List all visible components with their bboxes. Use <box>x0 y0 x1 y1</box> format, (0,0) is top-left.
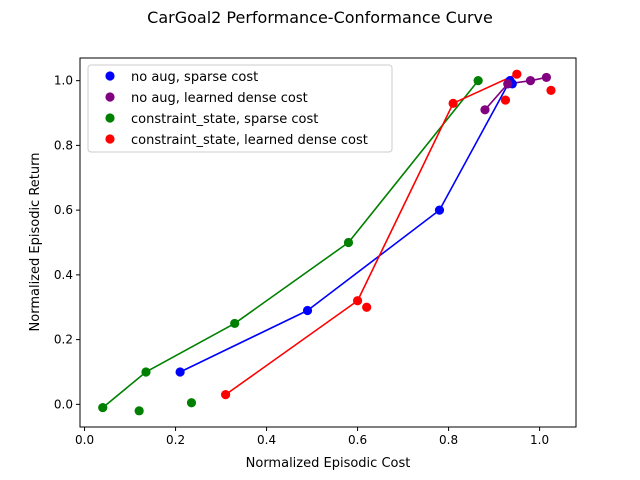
plot-frame <box>79 57 577 428</box>
y-tick-label: 0.4 <box>54 268 73 282</box>
data-point-series-2 <box>134 406 144 416</box>
legend-marker-1 <box>105 92 115 102</box>
x-tick-label: 0.4 <box>257 433 276 447</box>
data-point-series-2 <box>230 318 240 329</box>
data-point-series-3 <box>362 302 372 312</box>
data-point-series-3 <box>512 69 522 79</box>
legend-box <box>87 64 393 153</box>
data-point-series-1 <box>480 105 490 115</box>
legend-marker-3 <box>105 134 115 144</box>
data-point-series-0 <box>175 367 185 377</box>
y-tick-label: 0.0 <box>54 397 73 411</box>
data-point-series-3 <box>448 98 458 108</box>
x-axis: 0.0 0.2 0.4 0.6 0.8 1.0 <box>75 427 549 447</box>
data-point-series-1 <box>503 79 513 89</box>
series-line-1 <box>484 76 547 111</box>
legend-label-2: constraint_state, sparse cost <box>131 112 318 127</box>
data-point-series-0 <box>302 305 313 316</box>
y-tick-label: 0.6 <box>54 203 73 217</box>
data-point-series-2 <box>186 398 197 408</box>
data-point-series-2 <box>343 237 354 248</box>
legend: no aug, sparse cost no aug, learned dense… <box>87 64 393 153</box>
y-tick-label: 0.2 <box>54 333 73 347</box>
data-point-series-3 <box>546 85 556 95</box>
x-tick-label: 0.0 <box>75 433 94 447</box>
data-point-series-2 <box>141 367 151 377</box>
y-tick-label: 1.0 <box>54 74 73 88</box>
data-point-series-3 <box>352 296 363 306</box>
data-point-series-3 <box>221 390 231 400</box>
x-tick-label: 1.0 <box>530 433 549 447</box>
data-point-series-2 <box>473 76 483 86</box>
y-tick-label: 0.8 <box>54 138 73 152</box>
x-tick-label: 0.8 <box>439 433 458 447</box>
data-point-series-2 <box>98 402 108 413</box>
y-axis: 0.0 0.2 0.4 0.6 0.8 1.0 <box>54 74 80 411</box>
legend-items: no aug, sparse cost no aug, learned dense… <box>105 70 368 148</box>
x-tick-label: 0.6 <box>348 433 367 447</box>
legend-label-3: constraint_state, learned dense cost <box>131 133 368 148</box>
legend-marker-2 <box>105 113 115 123</box>
x-tick-label: 0.2 <box>166 433 185 447</box>
legend-label-1: no aug, learned dense cost <box>131 91 308 106</box>
data-point-series-1 <box>525 76 536 86</box>
legend-label-0: no aug, sparse cost <box>131 70 258 85</box>
series-points <box>98 69 556 416</box>
data-point-series-1 <box>541 72 552 83</box>
y-axis-label: Normalized Episodic Return <box>28 153 43 332</box>
series-line-0 <box>179 80 511 373</box>
series-line-3 <box>225 73 518 396</box>
legend-marker-0 <box>105 71 115 81</box>
chart-title: CarGoal2 Performance-Conformance Curve <box>147 8 493 27</box>
x-axis-label: Normalized Episodic Cost <box>246 456 411 471</box>
data-point-series-0 <box>434 205 445 215</box>
data-point-series-3 <box>500 95 511 105</box>
